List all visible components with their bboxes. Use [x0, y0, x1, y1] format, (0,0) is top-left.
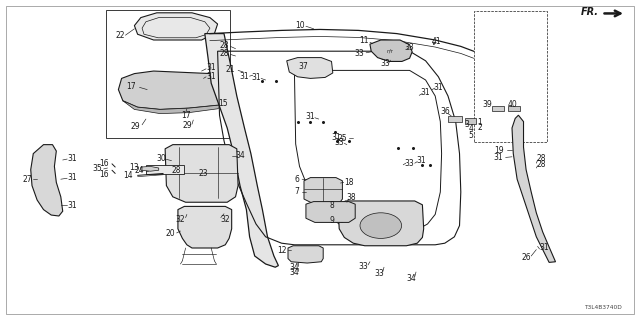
- Text: 6: 6: [294, 175, 300, 184]
- Text: 31: 31: [305, 112, 316, 121]
- Text: 28: 28: [536, 160, 545, 169]
- Text: 31: 31: [67, 201, 77, 210]
- Text: 31: 31: [331, 133, 341, 142]
- Text: 4: 4: [468, 124, 474, 133]
- Text: 25: 25: [337, 134, 348, 143]
- Polygon shape: [178, 206, 232, 248]
- Text: 3: 3: [465, 120, 470, 129]
- Text: 31: 31: [539, 244, 549, 252]
- Text: 35: 35: [92, 164, 102, 173]
- Text: 28: 28: [536, 154, 545, 163]
- Text: 31: 31: [420, 88, 431, 97]
- Text: 31: 31: [433, 83, 444, 92]
- Bar: [508, 106, 520, 111]
- Text: 33: 33: [404, 44, 415, 52]
- Text: 31: 31: [206, 72, 216, 81]
- Text: 33: 33: [334, 138, 344, 147]
- Polygon shape: [370, 40, 412, 61]
- Text: 31: 31: [493, 153, 503, 162]
- Polygon shape: [31, 145, 63, 216]
- Polygon shape: [205, 34, 278, 267]
- Text: 8: 8: [329, 201, 334, 210]
- Text: 40: 40: [507, 100, 517, 109]
- Text: 22: 22: [116, 31, 125, 40]
- Text: 33: 33: [380, 60, 390, 68]
- Text: 16: 16: [99, 170, 109, 179]
- Text: 31: 31: [67, 154, 77, 163]
- Text: 33: 33: [374, 269, 384, 278]
- Text: 28: 28: [220, 41, 228, 50]
- Polygon shape: [306, 202, 355, 222]
- Text: 19: 19: [494, 146, 504, 155]
- Text: 29: 29: [182, 121, 193, 130]
- Text: 31: 31: [239, 72, 250, 81]
- Text: FR.: FR.: [580, 7, 598, 17]
- Text: 31: 31: [416, 156, 426, 165]
- Bar: [492, 106, 504, 111]
- Text: 32: 32: [220, 215, 230, 224]
- Text: 34: 34: [289, 263, 300, 272]
- Text: 34: 34: [406, 274, 416, 283]
- Text: 33: 33: [355, 49, 365, 58]
- Text: 24: 24: [134, 166, 144, 175]
- Text: 7: 7: [294, 188, 300, 196]
- Text: 14: 14: [123, 171, 133, 180]
- Text: 27: 27: [22, 175, 33, 184]
- Polygon shape: [338, 201, 424, 246]
- Text: 33: 33: [404, 159, 415, 168]
- Polygon shape: [304, 178, 342, 203]
- Text: 41: 41: [431, 37, 442, 46]
- Text: 21: 21: [226, 65, 235, 74]
- Polygon shape: [134, 13, 218, 40]
- Text: 13: 13: [129, 164, 139, 172]
- Text: 29: 29: [131, 122, 141, 131]
- Text: 36: 36: [440, 108, 450, 116]
- Text: 1: 1: [477, 118, 483, 127]
- Text: 15: 15: [218, 100, 228, 108]
- Polygon shape: [141, 166, 159, 171]
- Bar: [465, 118, 476, 124]
- Bar: [106, 10, 230, 138]
- Text: 32: 32: [175, 215, 186, 224]
- Text: 33: 33: [358, 262, 369, 271]
- Text: 9: 9: [329, 216, 334, 225]
- Text: 28: 28: [172, 166, 180, 175]
- Polygon shape: [287, 58, 333, 78]
- Polygon shape: [512, 115, 556, 262]
- Text: 20: 20: [165, 229, 175, 238]
- Text: 18: 18: [344, 178, 353, 187]
- Text: T3L4B3740D: T3L4B3740D: [584, 305, 622, 310]
- Text: 12: 12: [277, 246, 286, 255]
- Text: 31: 31: [206, 63, 216, 72]
- Text: 5: 5: [468, 131, 474, 140]
- Text: 30: 30: [156, 154, 166, 163]
- Text: 10: 10: [294, 21, 305, 30]
- Ellipse shape: [360, 213, 402, 238]
- Text: 16: 16: [99, 159, 109, 168]
- Text: 2: 2: [477, 124, 483, 132]
- Text: 17: 17: [126, 82, 136, 91]
- Polygon shape: [123, 101, 229, 114]
- Bar: [448, 116, 462, 122]
- Text: 26: 26: [521, 253, 531, 262]
- Text: 17: 17: [180, 111, 191, 120]
- Bar: [146, 165, 184, 174]
- Text: 37: 37: [298, 62, 308, 71]
- Bar: [474, 11, 547, 142]
- Text: 39: 39: [483, 100, 493, 109]
- Text: 31: 31: [251, 73, 261, 82]
- Text: n/r: n/r: [387, 49, 394, 54]
- Text: 23: 23: [198, 169, 209, 178]
- Text: 34: 34: [235, 151, 245, 160]
- Text: 11: 11: [359, 36, 368, 45]
- Text: 34: 34: [289, 268, 300, 277]
- Text: 31: 31: [67, 173, 77, 182]
- Polygon shape: [118, 71, 229, 109]
- Polygon shape: [288, 246, 323, 263]
- Text: 28: 28: [220, 49, 228, 58]
- Polygon shape: [165, 145, 238, 202]
- Text: 38: 38: [346, 193, 356, 202]
